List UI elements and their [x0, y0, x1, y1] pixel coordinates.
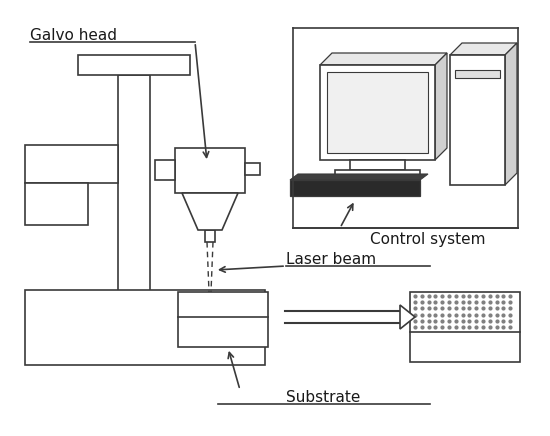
Bar — [410, 292, 520, 362]
Text: Galvo head: Galvo head — [30, 28, 117, 43]
Bar — [350, 160, 405, 170]
Text: Control system: Control system — [370, 232, 486, 247]
Bar — [290, 180, 420, 196]
Text: Laser beam: Laser beam — [286, 252, 376, 267]
Bar — [118, 75, 150, 320]
Polygon shape — [400, 305, 415, 329]
Bar — [245, 163, 260, 175]
Polygon shape — [435, 53, 447, 160]
Bar — [78, 55, 190, 75]
Bar — [175, 148, 245, 193]
Polygon shape — [182, 193, 238, 230]
Bar — [455, 70, 500, 78]
Text: Substrate: Substrate — [286, 390, 360, 405]
Polygon shape — [450, 43, 517, 55]
Bar — [327, 72, 428, 153]
Bar — [178, 292, 268, 347]
Polygon shape — [290, 174, 428, 180]
Bar — [335, 170, 420, 180]
Bar — [25, 183, 88, 225]
Polygon shape — [320, 53, 447, 65]
Bar — [155, 160, 175, 180]
Polygon shape — [505, 43, 517, 185]
Bar — [25, 290, 265, 365]
Bar — [205, 230, 215, 242]
Bar — [25, 145, 118, 183]
Bar — [320, 65, 435, 160]
Bar — [450, 55, 505, 185]
